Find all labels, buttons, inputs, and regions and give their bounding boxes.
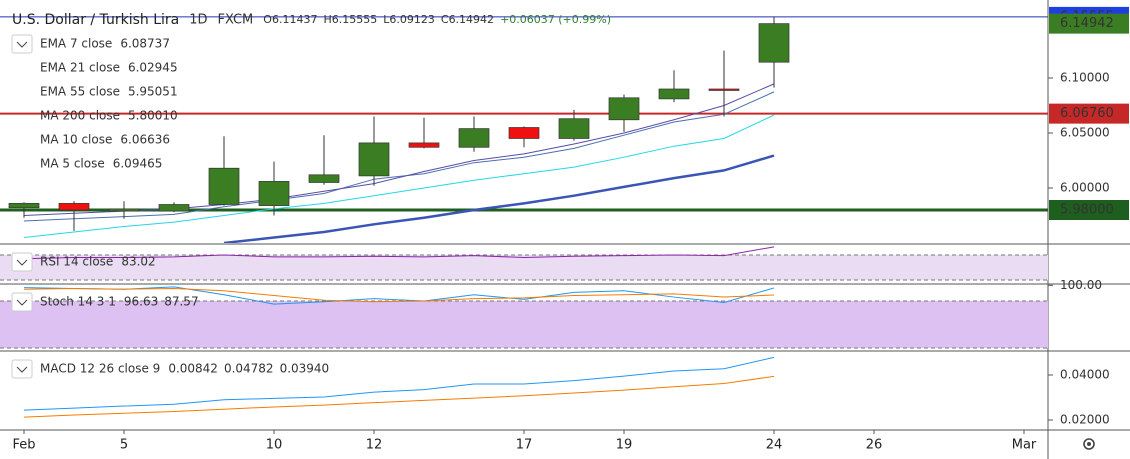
ohlc-value: 6.09123	[389, 13, 435, 26]
price-label: 6.14942	[1060, 16, 1114, 31]
ohlc-key: L	[383, 13, 390, 26]
y-tick-label: 6.05000	[1060, 125, 1110, 139]
candle-body	[458, 128, 490, 148]
chevron	[16, 299, 28, 306]
x-tick-label: 26	[866, 438, 883, 453]
candle-body	[258, 181, 290, 206]
y-tick-label: 100.00	[1060, 278, 1102, 292]
legend-name: EMA 7 close	[40, 37, 112, 51]
y-tick-label: 6.10000	[1060, 70, 1110, 84]
y-tick-label: 0.02000	[1060, 413, 1110, 427]
x-tick-label: 10	[266, 438, 283, 453]
legend-name: RSI 14 close	[40, 255, 113, 269]
plot-area	[23, 356, 775, 418]
legend-value: 6.08737	[120, 37, 170, 51]
price-label-box	[1049, 13, 1129, 34]
band	[0, 300, 1048, 348]
chevron	[16, 366, 28, 373]
legend-name: EMA 55 close	[40, 85, 120, 99]
candle-body	[158, 204, 190, 212]
indicator-line	[23, 375, 775, 418]
indicator-line	[23, 246, 775, 260]
y-tick-label: 0.04000	[1060, 367, 1110, 381]
candle-body	[658, 88, 690, 100]
legend-name: MA 5 close	[40, 157, 105, 171]
source: FXCM	[218, 13, 254, 28]
x-tick-label: 17	[516, 438, 533, 453]
chevron	[16, 259, 28, 266]
ohlc-key: H	[323, 13, 331, 26]
candle-body	[608, 97, 640, 121]
legend-value: 5.80010	[128, 109, 178, 123]
legend-value: 0.04782	[224, 362, 274, 376]
collapse-button[interactable]	[11, 34, 33, 54]
legend-value: 83.02	[121, 255, 155, 269]
collapse-button[interactable]	[11, 252, 33, 272]
price-label: 5.98000	[1060, 202, 1114, 217]
candle-body	[208, 167, 240, 205]
ohlc-value: 6.11437	[272, 13, 318, 26]
candle-body	[508, 127, 540, 139]
x-tick-label: 24	[766, 438, 783, 453]
ohlc-value: 6.15555	[332, 13, 378, 26]
symbol-title: U.S. Dollar / Turkish Lira	[12, 12, 179, 28]
legend-name: MACD 12 26 close 9	[40, 362, 160, 376]
candle-body	[358, 142, 390, 177]
candle-body	[108, 208, 140, 212]
candle-body	[8, 203, 40, 209]
x-tick-label: 12	[366, 438, 383, 453]
indicator-line	[223, 154, 775, 243]
legend-value: 6.02945	[128, 61, 178, 75]
plot-area	[0, 246, 1048, 281]
ohlc-value: 6.14942	[449, 13, 495, 26]
indicator-line	[23, 356, 775, 411]
candle-body	[708, 88, 740, 91]
legend-value: 0.03940	[280, 362, 330, 376]
legend-name: Stoch 14 3 1	[40, 295, 116, 309]
legend-name: EMA 21 close	[40, 61, 120, 75]
candle-body	[758, 23, 790, 63]
price-label-box	[1049, 103, 1129, 124]
ohlc-key: O	[263, 13, 272, 26]
candle-body	[58, 203, 90, 211]
indicator-line	[23, 287, 775, 303]
price-label-box	[1049, 199, 1129, 220]
legend-name: MA 200 close	[40, 109, 120, 123]
x-tick-label: 5	[120, 438, 128, 453]
y-tick-label: 6.00000	[1060, 180, 1110, 194]
collapse-button[interactable]	[11, 359, 33, 379]
legend-value: 0.00842	[168, 362, 218, 376]
x-tick-label: 19	[616, 438, 633, 453]
settings-icon[interactable]	[1083, 438, 1095, 450]
indicator-line	[23, 114, 775, 238]
legend-name: MA 10 close	[40, 133, 112, 147]
indicator-line	[23, 83, 775, 216]
header: U.S. Dollar / Turkish Lira 1D FXCM O 6.11437…	[12, 12, 611, 28]
x-tick-label: Feb	[12, 438, 35, 453]
legend-value: 5.95051	[128, 85, 178, 99]
indicator-line	[23, 91, 775, 222]
legend-value: 87.57	[164, 295, 198, 309]
candle-body	[408, 142, 440, 148]
chevron	[16, 41, 28, 48]
candle-body	[558, 118, 590, 139]
collapse-button[interactable]	[11, 292, 33, 312]
plot-area	[0, 286, 1048, 349]
ohlc-key: C	[441, 13, 449, 26]
band	[0, 255, 1048, 280]
legend-value: 96.63	[124, 295, 158, 309]
x-tick-label: Mar	[1012, 438, 1037, 453]
legend-value: 6.09465	[113, 157, 163, 171]
interval: 1D	[189, 13, 207, 28]
price-label: 6.06760	[1060, 106, 1114, 121]
change: +0.06037 (+0.99%)	[500, 13, 611, 26]
legend-value: 6.06636	[120, 133, 170, 147]
candle-body	[308, 174, 340, 183]
plot-area	[0, 16, 1048, 243]
